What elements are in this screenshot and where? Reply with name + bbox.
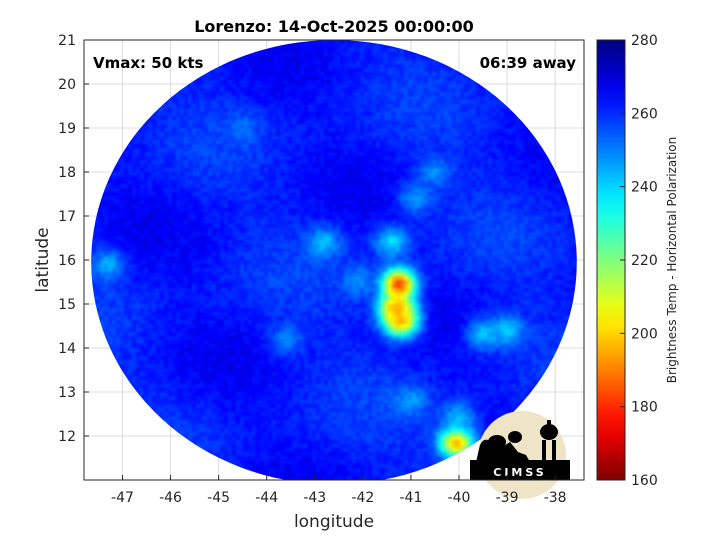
x-tick-label: -43 [303,490,326,506]
y-tick-label: 19 [58,121,76,137]
y-tick-label: 20 [58,77,76,93]
x-tick-label: -46 [159,490,182,506]
x-axis-ticks: -47 -46 -45 -44 -43 -42 -41 -40 -39 -38 [111,475,567,506]
y-tick-label: 13 [58,385,76,401]
y-tick-label: 16 [58,253,76,269]
x-tick-label: -40 [448,490,471,506]
colorbar-tick-label: 260 [631,106,658,122]
colorbar-tick-label: 200 [631,326,658,342]
colorbar-tick-label: 280 [631,33,658,49]
colorbar-tick-label: 220 [631,253,658,269]
y-tick-label: 21 [58,33,76,49]
y-tick-label: 15 [58,297,76,313]
x-tick-label: -42 [351,490,374,506]
x-tick-label: -45 [207,490,230,506]
y-tick-label: 17 [58,209,76,225]
x-tick-label: -44 [255,490,278,506]
colorbar-ticks: 160 180 200 220 240 260 280 [620,33,658,489]
x-axis-label: longitude [294,512,374,532]
logo-text: CIMSS [493,466,546,479]
colorbar-tick-label: 160 [631,473,658,489]
chart-title: Lorenzo: 14-Oct-2025 00:00:00 [194,17,474,36]
x-tick-label: -38 [544,490,567,506]
vmax-annotation: Vmax: 50 kts [93,54,203,72]
x-tick-label: -47 [111,490,134,506]
cimss-logo: CIMSS [470,411,570,499]
colorbar-tick-label: 240 [631,180,658,196]
time-away-annotation: 06:39 away [480,54,577,72]
heatmap-image [91,40,577,480]
colorbar-label: Brightness Temp - Horizontal Polarizatio… [665,137,679,384]
y-tick-label: 14 [58,341,76,357]
brightness-temp-swath [91,40,577,480]
x-tick-label: -41 [399,490,422,506]
y-tick-label: 12 [58,429,76,445]
colorbar-tick-label: 180 [631,400,658,416]
y-tick-label: 18 [58,165,76,181]
y-axis-label: latitude [33,227,53,292]
y-axis-ticks: 12 13 14 15 16 17 18 19 20 21 [58,33,89,445]
x-tick-label: -39 [496,490,519,506]
